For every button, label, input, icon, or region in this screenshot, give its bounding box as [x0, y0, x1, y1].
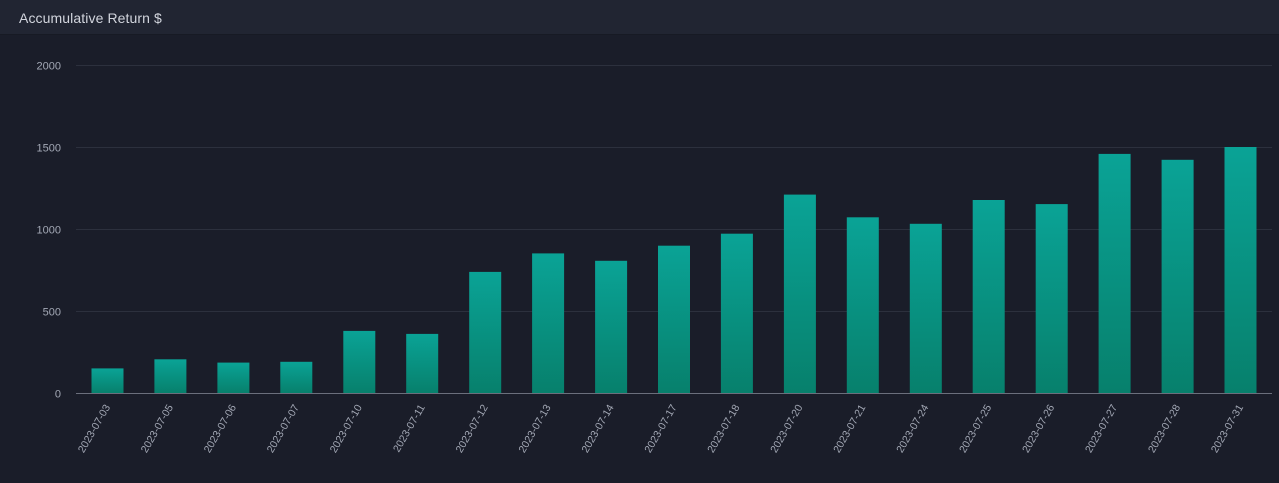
x-axis-tick-labels: 2023-07-03 2023-07-05 2023-07-06 2023-07-07…	[76, 402, 1246, 455]
bar-2023-07-24[interactable]	[909, 223, 942, 393]
x-tick-label: 2023-07-07	[265, 402, 302, 455]
bar-2023-07-14[interactable]	[595, 260, 628, 393]
bar-2023-07-18[interactable]	[720, 233, 753, 393]
bar-2023-07-31[interactable]	[1224, 147, 1257, 393]
bar-2023-07-25[interactable]	[972, 200, 1005, 393]
x-tick-label: 2023-07-21	[831, 402, 868, 455]
y-tick-label: 1500	[37, 143, 61, 155]
y-axis-tick-labels: 0 500 1000 1500 2000	[37, 61, 61, 401]
y-tick-label: 500	[43, 307, 61, 319]
x-tick-label: 2023-07-27	[1083, 402, 1120, 455]
bar-2023-07-10[interactable]	[343, 330, 376, 393]
bar-2023-07-20[interactable]	[783, 194, 816, 393]
x-tick-label: 2023-07-14	[579, 402, 616, 455]
x-tick-label: 2023-07-11	[391, 402, 428, 454]
x-tick-label: 2023-07-10	[328, 402, 365, 455]
x-tick-label: 2023-07-13	[516, 402, 553, 455]
panel-title: Accumulative Return $	[19, 10, 162, 26]
x-tick-label: 2023-07-28	[1146, 402, 1183, 455]
bar-2023-07-06[interactable]	[217, 362, 250, 393]
x-tick-label: 2023-07-31	[1209, 402, 1246, 455]
bar-2023-07-12[interactable]	[469, 271, 502, 393]
bar-2023-07-21[interactable]	[846, 217, 879, 393]
bar-2023-07-03[interactable]	[91, 368, 124, 393]
x-tick-label: 2023-07-24	[894, 402, 931, 455]
x-tick-label: 2023-07-20	[768, 402, 805, 455]
x-tick-label: 2023-07-17	[642, 402, 679, 455]
x-tick-label: 2023-07-05	[139, 402, 176, 455]
x-tick-label: 2023-07-18	[705, 402, 742, 455]
panel-header[interactable]: Accumulative Return $	[0, 0, 1279, 35]
bar-2023-07-27[interactable]	[1098, 153, 1131, 393]
bar-2023-07-07[interactable]	[280, 361, 313, 393]
x-tick-label: 2023-07-06	[202, 402, 239, 455]
y-tick-label: 1000	[37, 225, 61, 237]
x-tick-label: 2023-07-26	[1020, 402, 1057, 455]
bar-2023-07-28[interactable]	[1161, 159, 1194, 393]
bar-2023-07-13[interactable]	[532, 253, 565, 393]
x-tick-label: 2023-07-12	[454, 402, 491, 455]
bars	[91, 147, 1257, 393]
y-tick-label: 2000	[37, 61, 61, 73]
bar-2023-07-26[interactable]	[1035, 204, 1068, 393]
bar-2023-07-11[interactable]	[406, 333, 439, 393]
y-tick-label: 0	[55, 389, 61, 401]
x-tick-label: 2023-07-25	[957, 402, 994, 455]
bar-2023-07-05[interactable]	[154, 359, 187, 393]
x-tick-label: 2023-07-03	[76, 402, 113, 455]
bar-2023-07-17[interactable]	[658, 245, 690, 393]
